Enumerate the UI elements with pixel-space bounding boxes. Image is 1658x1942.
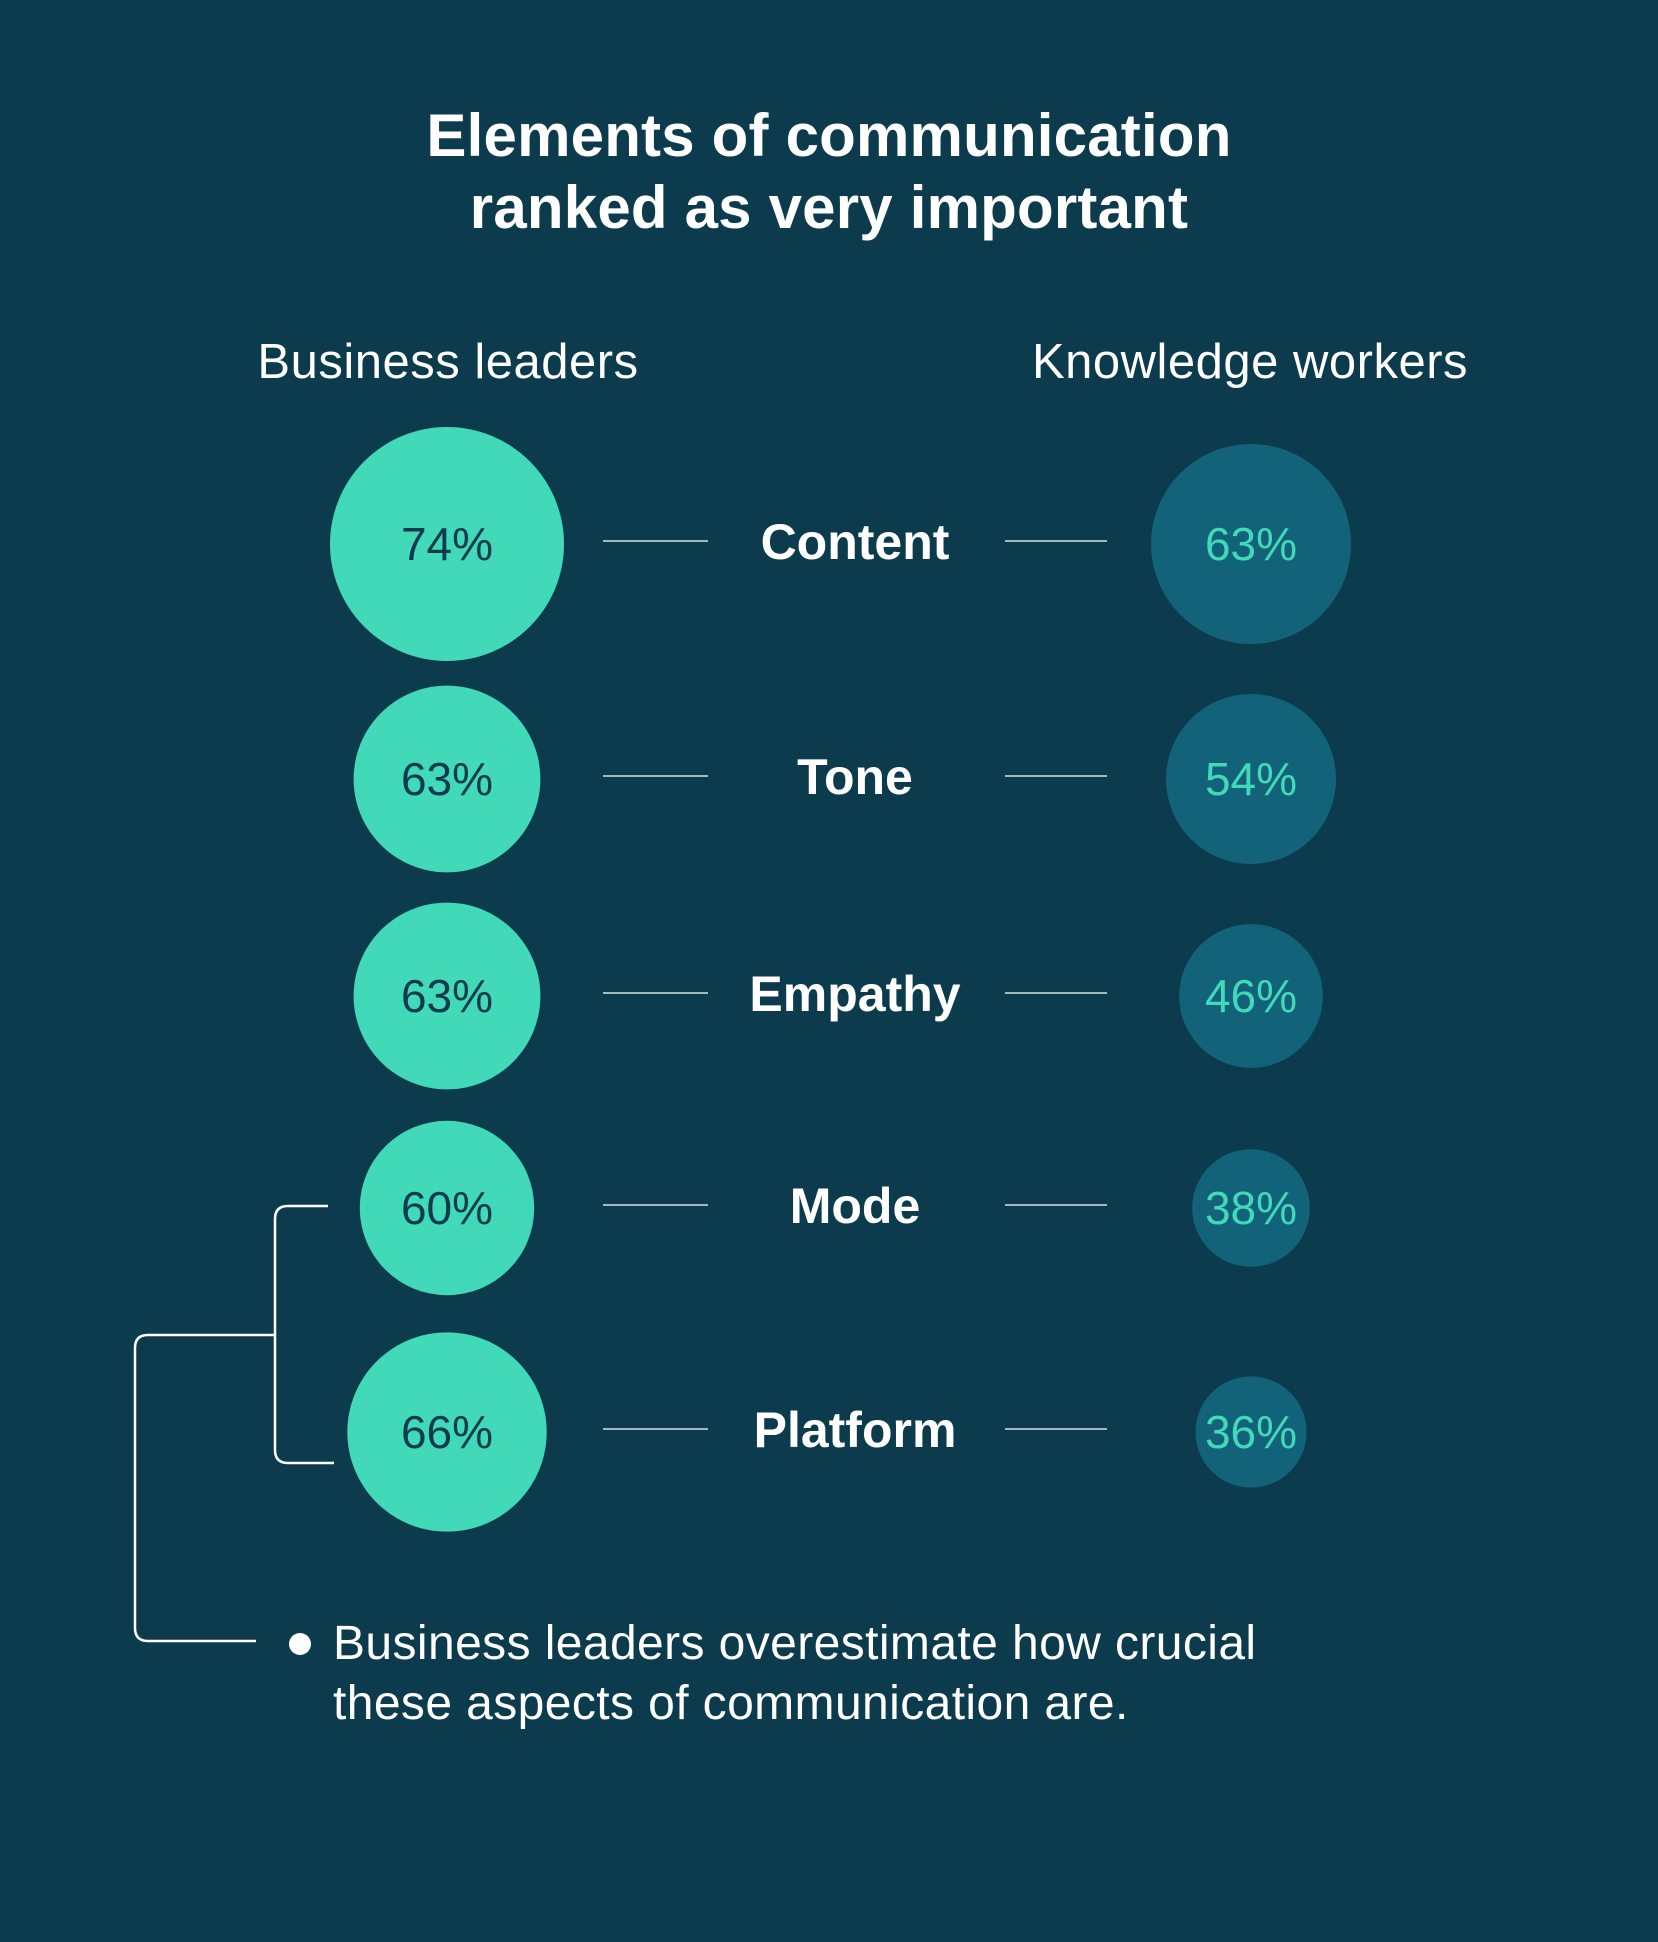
leaders-bubble-platform <box>347 1332 547 1532</box>
chart-title-line-1: Elements of communication <box>426 102 1232 169</box>
leaders-bubble-content <box>330 427 564 661</box>
workers-bubble-content <box>1151 444 1351 644</box>
annotation-bullet <box>289 1633 311 1655</box>
bracket-group-mode-platform <box>273 1204 334 1465</box>
category-label-mode: Mode <box>790 1178 921 1234</box>
leaders-value-empathy: 63% <box>401 970 493 1022</box>
workers-value-content: 63% <box>1205 518 1297 570</box>
leaders-bubble-mode <box>359 1120 535 1296</box>
leaders-value-tone: 63% <box>401 753 493 805</box>
row-empathy: 63% Empathy 46% <box>353 902 1323 1090</box>
workers-bubble-mode <box>1192 1149 1310 1267</box>
column-header-business-leaders: Business leaders <box>257 335 639 389</box>
workers-value-empathy: 46% <box>1205 970 1297 1022</box>
leaders-value-platform: 66% <box>401 1406 493 1458</box>
workers-value-tone: 54% <box>1205 753 1297 805</box>
column-header-knowledge-workers: Knowledge workers <box>1031 335 1469 389</box>
workers-bubble-empathy <box>1179 924 1323 1068</box>
category-label-content: Content <box>761 514 950 570</box>
category-label-tone: Tone <box>797 749 913 805</box>
chart-title-line-2: ranked as very important <box>469 174 1189 241</box>
row-tone: 63% Tone 54% <box>353 685 1337 873</box>
category-label-platform: Platform <box>754 1402 957 1458</box>
category-label-empathy: Empathy <box>749 966 960 1022</box>
row-platform: 66% Platform 36% <box>347 1332 1307 1532</box>
leaders-value-content: 74% <box>401 518 493 570</box>
annotation-note-line-1: Business leaders overestimate how crucia… <box>333 1617 1257 1670</box>
row-mode: 60% Mode 38% <box>359 1120 1310 1296</box>
bracket-leader-line <box>133 1333 275 1643</box>
leaders-bubble-tone <box>353 685 541 873</box>
annotation-note-line-2: these aspects of communication are. <box>333 1677 1129 1730</box>
workers-bubble-tone <box>1165 693 1337 865</box>
annotation-note: Business leaders overestimate how crucia… <box>333 1614 1433 1734</box>
leaders-bubble-empathy <box>353 902 541 1090</box>
workers-bubble-platform <box>1195 1376 1307 1488</box>
workers-value-platform: 36% <box>1205 1406 1297 1458</box>
annotation-bracket <box>133 1204 334 1655</box>
leaders-value-mode: 60% <box>401 1182 493 1234</box>
workers-value-mode: 38% <box>1205 1182 1297 1234</box>
row-content: 74% Content 63% <box>330 427 1351 661</box>
